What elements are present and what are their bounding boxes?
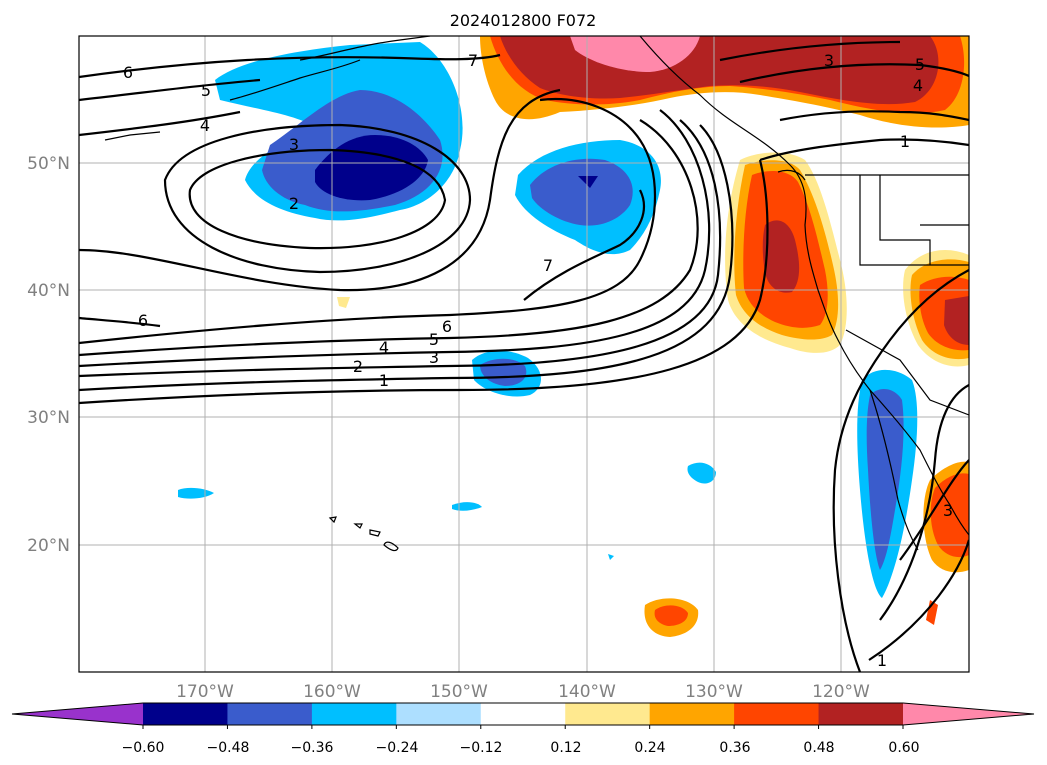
colorbar-tick-label: 0.48 (803, 740, 834, 756)
contour-label: 4 (913, 76, 923, 95)
colorbar-tick-label: 0.36 (719, 740, 750, 756)
negative-anomaly-fill (178, 42, 918, 598)
latitude-labels: 50°N 40°N 30°N 20°N (27, 154, 70, 556)
fill-region-18 (570, 36, 700, 72)
fill-region-19 (735, 94, 790, 148)
fill-region-12 (608, 554, 614, 560)
colorbar-segment (565, 703, 651, 725)
chart-title: 2024012800 F072 (450, 11, 597, 30)
colorbar-tick-label: 0.24 (634, 740, 665, 756)
contour-label: 5 (915, 55, 925, 74)
longitude-labels: 170°W 160°W 150°W 140°W 130°W 120°W (176, 682, 870, 702)
fill-region-6 (578, 176, 598, 188)
fill-region-14 (866, 388, 904, 570)
colorbar-tick-label: −0.12 (460, 740, 503, 756)
lon-label: 150°W (430, 682, 488, 702)
contour-label: 5 (429, 330, 439, 349)
contour-label: 4 (379, 338, 389, 357)
colorbar-tick-label: −0.48 (207, 740, 250, 756)
colorbar-tick-label: −0.60 (122, 740, 165, 756)
lat-label: 20°N (27, 536, 70, 556)
colorbar-segment (480, 703, 566, 725)
lat-label: 40°N (27, 281, 70, 301)
lat-label: 50°N (27, 154, 70, 174)
contour-label: 6 (442, 317, 452, 336)
contour-label: 6 (138, 311, 148, 330)
contour-label: 3 (943, 501, 953, 520)
colorbar-tick-label: −0.24 (376, 740, 419, 756)
map-frame (78, 35, 970, 673)
lat-label: 30°N (27, 408, 70, 428)
colorbar-segment (311, 703, 397, 725)
gridlines (79, 36, 969, 672)
fill-region-11 (687, 462, 716, 484)
contour-label: 6 (123, 63, 133, 82)
contour-label: 7 (543, 256, 553, 275)
contour-label: 2 (353, 357, 363, 376)
colorbar-ticks: −0.60 −0.48 −0.36 −0.24 −0.12 0.12 0.24 … (122, 740, 920, 756)
fill-region-23 (762, 220, 800, 293)
fill-region-31 (337, 297, 350, 308)
contour-label: 7 (468, 51, 478, 70)
colorbar-segment (649, 703, 735, 725)
lon-label: 160°W (303, 682, 361, 702)
colorbar-segment (818, 703, 904, 725)
contour-labels: 6 5 4 3 2 7 3 5 4 1 7 6 5 4 3 2 1 6 3 1 (123, 51, 953, 670)
colorbar-segment (734, 703, 820, 725)
lon-label: 140°W (558, 682, 616, 702)
contour-label: 5 (201, 81, 211, 100)
colorbar (11, 702, 1035, 729)
fill-region-27 (944, 296, 969, 345)
fill-region-30 (926, 600, 938, 625)
contour-label: 4 (200, 116, 210, 135)
colorbar-tick-label: 0.12 (550, 740, 581, 756)
colorbar-tick-label: 0.60 (888, 740, 919, 756)
contour-label: 3 (824, 51, 834, 70)
fill-region-5 (530, 158, 633, 226)
height-contours (79, 40, 969, 672)
contour-label: 3 (429, 348, 439, 367)
colorbar-extend-high (903, 703, 1034, 725)
lon-label: 120°W (812, 682, 870, 702)
colorbar-segment (396, 703, 482, 725)
colorbar-tick-label: −0.36 (291, 740, 334, 756)
lon-label: 170°W (176, 682, 234, 702)
positive-anomaly-fill (337, 36, 969, 637)
fill-region-33 (654, 605, 688, 626)
fill-region-29 (930, 473, 969, 558)
colorbar-extend-low (12, 703, 143, 725)
contour-label: 2 (289, 194, 299, 213)
colorbar-segment (227, 703, 313, 725)
lon-label: 130°W (685, 682, 743, 702)
map-area: 6 5 4 3 2 7 3 5 4 1 7 6 5 4 3 2 1 6 3 1 (79, 36, 969, 672)
contour-label: 1 (900, 132, 910, 151)
contour-label: 1 (877, 651, 887, 670)
contour-label: 3 (289, 135, 299, 154)
colorbar-segment (143, 703, 228, 725)
contour-label: 1 (379, 371, 389, 390)
